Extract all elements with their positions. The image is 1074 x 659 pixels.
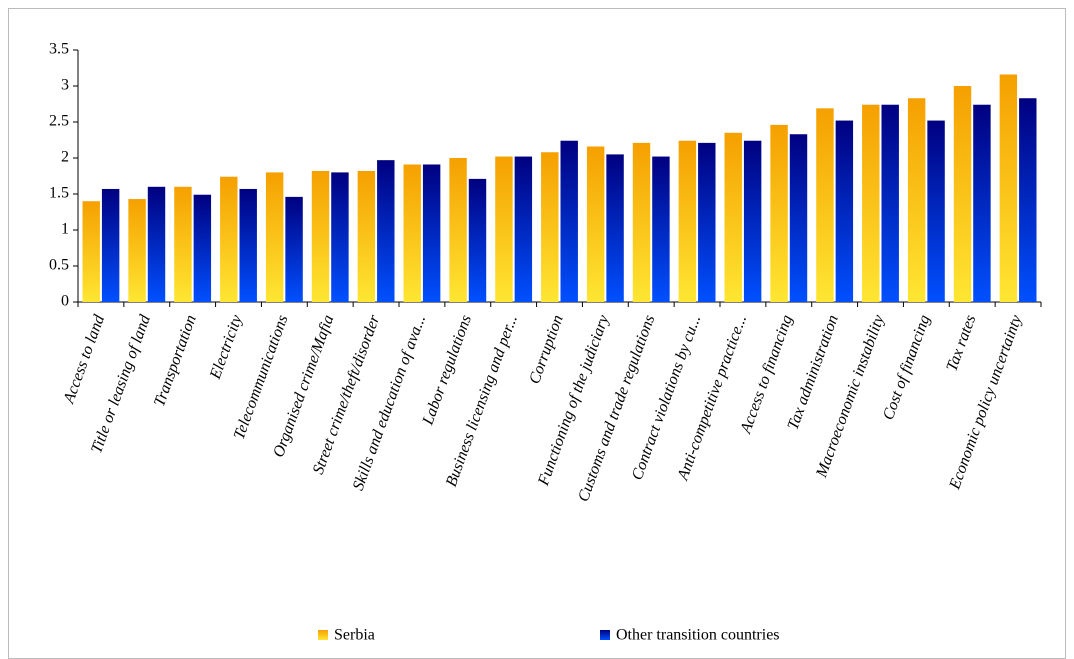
y-tick-label: 3 <box>61 77 69 94</box>
bar <box>357 170 376 302</box>
bar <box>789 134 808 302</box>
bar <box>953 86 972 302</box>
bar <box>881 104 899 302</box>
bar <box>652 156 670 302</box>
legend-swatch <box>318 630 328 640</box>
bar <box>514 156 533 302</box>
bar <box>999 74 1018 302</box>
bar <box>541 152 559 302</box>
bar <box>927 120 945 302</box>
bar <box>724 132 742 302</box>
bar <box>632 142 651 302</box>
y-tick-label: 0 <box>61 293 69 310</box>
legend-label: Other transition countries <box>616 627 780 644</box>
bar <box>174 186 192 302</box>
bar <box>816 108 834 302</box>
bar <box>606 154 624 302</box>
chart-border <box>8 8 1066 659</box>
bar <box>331 172 349 302</box>
bar <box>311 170 330 302</box>
bar <box>743 140 762 302</box>
bar <box>449 158 467 302</box>
bar <box>698 142 716 302</box>
bar <box>678 140 697 302</box>
bar <box>128 199 146 302</box>
bar <box>586 146 605 302</box>
y-tick-label: 3.5 <box>49 41 69 58</box>
y-tick-label: 0.5 <box>49 257 69 274</box>
y-tick-label: 1.5 <box>49 185 69 202</box>
bar <box>265 172 284 302</box>
bar <box>101 188 120 302</box>
legend-label: Serbia <box>334 627 375 644</box>
bar <box>193 194 212 302</box>
bar <box>82 201 100 302</box>
y-tick-label: 2.5 <box>49 113 69 130</box>
bar <box>835 120 854 302</box>
bar <box>495 156 513 302</box>
bar <box>220 176 238 302</box>
bar <box>147 186 166 302</box>
bar <box>377 160 395 302</box>
y-tick-label: 1 <box>61 221 69 238</box>
bar <box>1019 98 1037 303</box>
bar <box>907 98 926 303</box>
bar <box>560 140 578 302</box>
bar <box>973 104 991 302</box>
bar <box>770 124 788 302</box>
bar <box>862 104 880 302</box>
bar <box>468 178 487 302</box>
bar <box>239 188 257 302</box>
bar <box>422 164 441 302</box>
bar <box>403 164 421 302</box>
legend-swatch <box>600 630 610 640</box>
bar <box>285 196 303 302</box>
y-tick-label: 2 <box>61 149 69 166</box>
